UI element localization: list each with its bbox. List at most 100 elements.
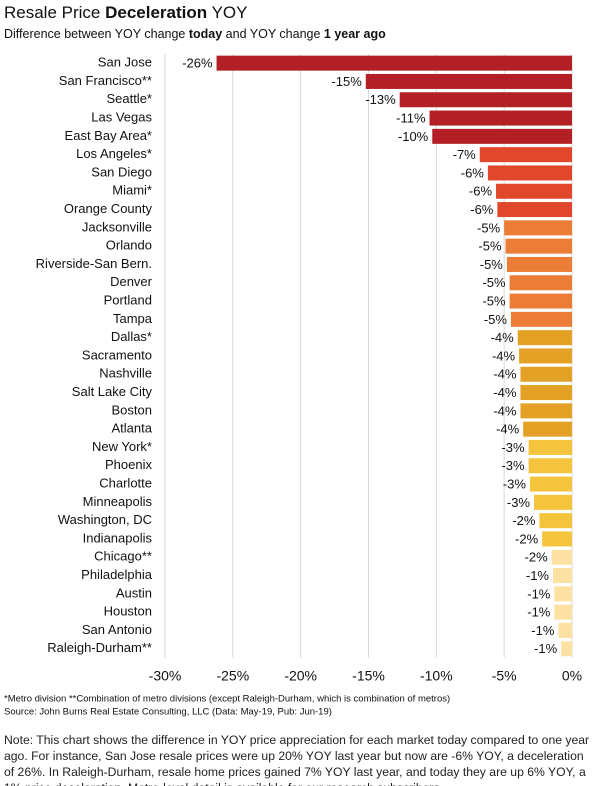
value-label: -1% — [527, 605, 551, 620]
value-label: -11% — [396, 110, 426, 125]
bar — [496, 183, 572, 199]
bar — [506, 256, 572, 272]
y-tick-label: Boston — [112, 402, 152, 417]
value-label: -4% — [496, 422, 520, 437]
value-label: -13% — [365, 92, 396, 107]
value-label: -5% — [482, 275, 506, 290]
value-label: -5% — [482, 293, 506, 308]
value-label: -3% — [501, 440, 525, 455]
bar — [529, 476, 572, 492]
value-label: -4% — [493, 403, 517, 418]
footnote: Source: John Burns Real Estate Consultin… — [4, 707, 332, 718]
y-tick-label: Orlando — [106, 238, 152, 253]
x-tick-label: -10% — [420, 668, 453, 684]
value-label: -26% — [182, 56, 213, 71]
value-label: -1% — [527, 586, 551, 601]
value-label: -3% — [503, 476, 527, 491]
chart-title: Resale Price Deceleration YOY — [4, 3, 247, 22]
value-label: -3% — [507, 495, 531, 510]
value-label: -5% — [480, 257, 504, 272]
title-part: Resale Price — [4, 3, 105, 22]
value-label: -15% — [331, 74, 362, 89]
bar — [558, 622, 572, 638]
x-tick-label: 0% — [562, 668, 582, 684]
bar — [429, 110, 572, 126]
value-label: -6% — [470, 202, 494, 217]
y-tick-label: Dallas* — [111, 329, 152, 344]
value-label: -2% — [525, 550, 549, 565]
y-tick-label: Sacramento — [82, 347, 152, 362]
bar — [509, 293, 572, 309]
bar — [517, 330, 572, 346]
bar — [520, 403, 572, 419]
value-label: -6% — [461, 165, 485, 180]
y-tick-label: Jacksonville — [82, 219, 152, 234]
value-label: -4% — [492, 348, 516, 363]
y-tick-label: Washington, DC — [58, 512, 152, 527]
bar — [539, 513, 572, 529]
chart: Resale Price Deceleration YOY Difference… — [4, 3, 582, 718]
bar — [520, 385, 572, 401]
subtitle-part: Difference between YOY change — [4, 27, 189, 41]
y-tick-label: East Bay Area* — [65, 128, 152, 143]
y-tick-label: San Jose — [98, 55, 152, 70]
value-label: -6% — [469, 184, 493, 199]
bar — [510, 311, 572, 327]
bar — [497, 202, 572, 218]
y-tick-label: San Francisco** — [59, 73, 152, 88]
value-label: -5% — [478, 239, 502, 254]
y-tick-label: San Diego — [91, 164, 152, 179]
value-label: -3% — [501, 458, 525, 473]
bar — [551, 549, 572, 565]
value-label: -2% — [515, 531, 539, 546]
y-tick-label: Austin — [116, 585, 152, 600]
footnote: *Metro division **Combination of metro d… — [4, 694, 450, 705]
y-tick-label: Atlanta — [112, 421, 153, 436]
bar — [479, 147, 572, 163]
note: Note: This chart shows the difference in… — [4, 733, 590, 786]
bar — [554, 604, 572, 620]
y-tick-label: Phoenix — [105, 457, 152, 472]
value-label: -4% — [491, 330, 515, 345]
value-label: -1% — [531, 623, 555, 638]
y-tick-label: Seattle* — [106, 91, 152, 106]
y-tick-label: Portland — [104, 292, 152, 307]
title-part: YOY — [207, 3, 247, 22]
x-tick-label: -15% — [352, 668, 385, 684]
bar — [504, 220, 572, 236]
bar — [523, 421, 572, 437]
bar — [399, 92, 572, 108]
y-tick-label: Las Vegas — [91, 109, 152, 124]
y-tick-label: Raleigh-Durham** — [47, 640, 152, 655]
x-tick-label: -20% — [284, 668, 317, 684]
y-tick-label: San Antonio — [82, 622, 152, 637]
value-label: -5% — [484, 312, 508, 327]
bar — [487, 165, 572, 181]
y-tick-label: Tampa — [113, 311, 153, 326]
y-tick-label: Riverside-San Bern. — [36, 256, 152, 271]
x-tick-label: -5% — [492, 668, 517, 684]
x-tick-label: -25% — [216, 668, 249, 684]
y-tick-label: Houston — [104, 604, 152, 619]
value-label: -2% — [512, 513, 536, 528]
chart-subtitle: Difference between YOY change today and … — [4, 27, 386, 41]
subtitle-part: and YOY change — [222, 27, 324, 41]
bar — [520, 366, 572, 382]
bar — [528, 458, 572, 474]
bar — [509, 275, 572, 291]
subtitle-part: 1 year ago — [324, 27, 386, 41]
y-tick-label: Minneapolis — [83, 494, 153, 509]
value-label: -5% — [477, 220, 501, 235]
y-tick-label: Indianapolis — [83, 530, 153, 545]
bar — [561, 641, 572, 657]
y-tick-label: New York* — [92, 439, 152, 454]
y-tick-label: Nashville — [99, 366, 152, 381]
value-label: -10% — [398, 129, 429, 144]
bar — [553, 568, 572, 584]
value-label: -4% — [493, 367, 517, 382]
y-tick-label: Denver — [110, 274, 153, 289]
bar — [519, 348, 572, 364]
y-tick-label: Philadelphia — [81, 567, 153, 582]
y-tick-label: Charlotte — [99, 475, 152, 490]
